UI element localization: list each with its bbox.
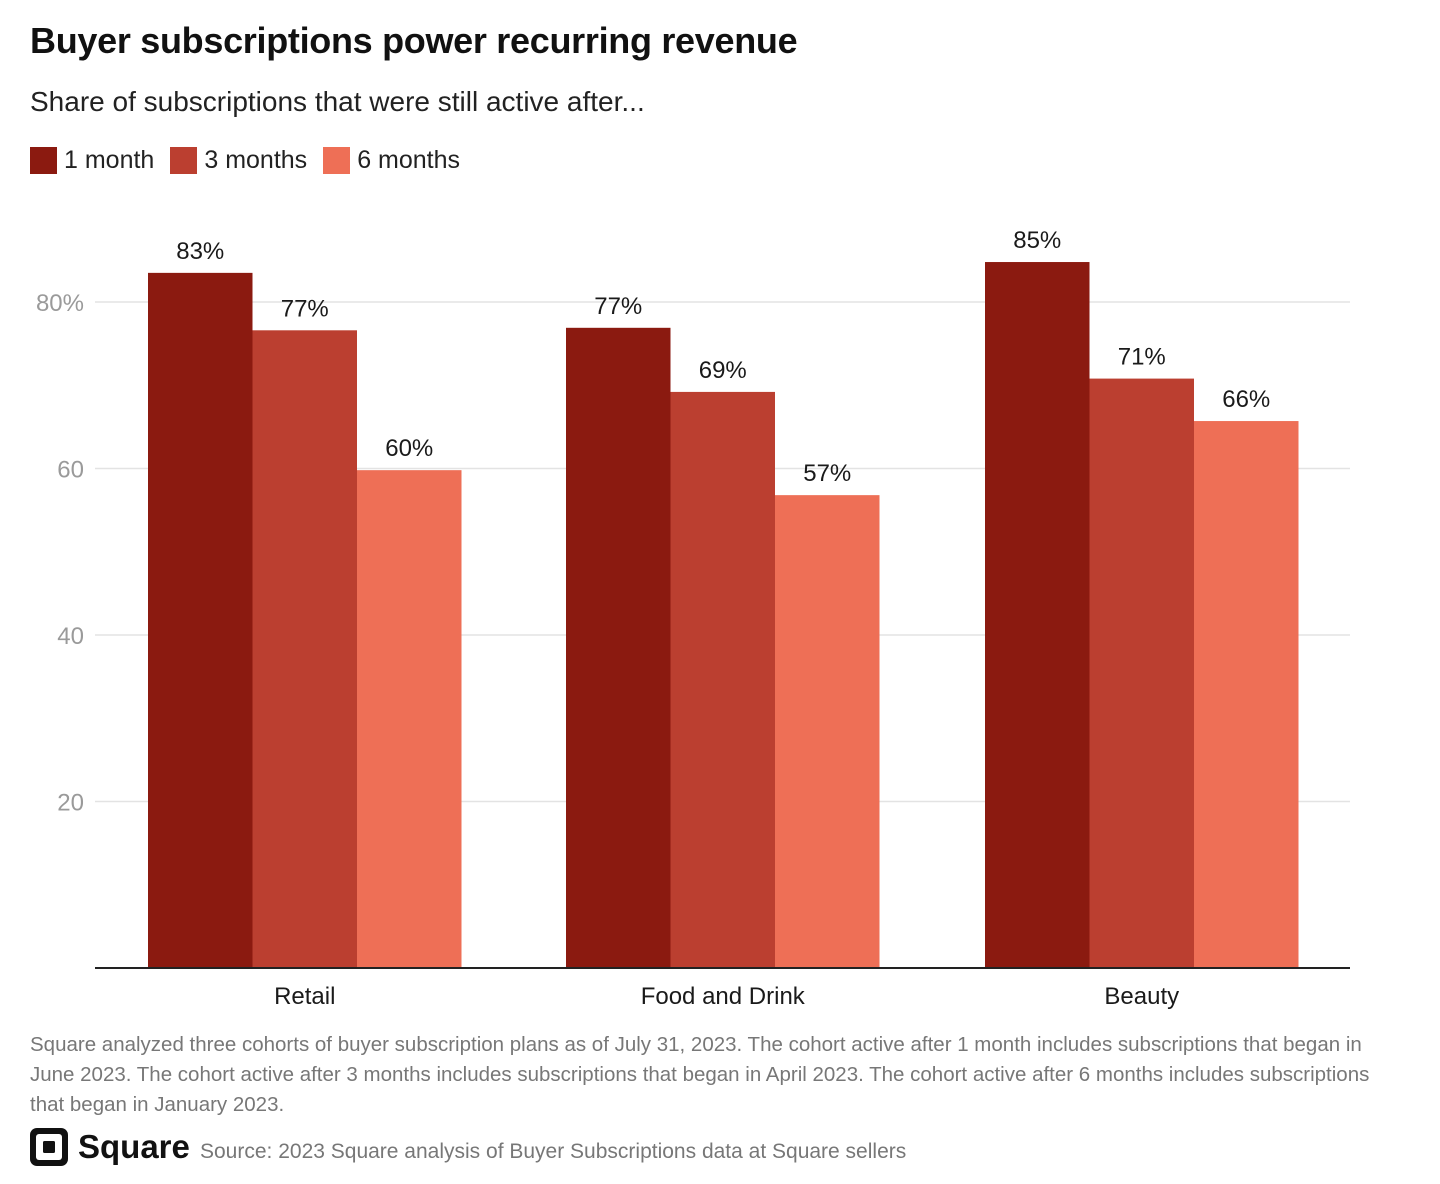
legend-label-3-months: 3 months [204,146,308,174]
data-label-beauty-3-months: 71% [1118,344,1166,371]
source-text: Source: 2023 Square analysis of Buyer Su… [200,1140,907,1163]
bar-chart: 20 40 60 80% 83% 77% 60% Retail 77% 69% 57% Food a… [36,227,1350,1010]
bar-food-and-drink-1-month [566,327,671,968]
data-label-food-and-drink-6-months: 57% [803,460,851,487]
chart-title: Buyer subscriptions power recurring reve… [30,20,798,61]
bar-beauty-1-month [985,262,1090,968]
legend-label-1-month: 1 month [64,146,155,174]
footnote: Square analyzed three cohorts of buyer s… [30,1033,1370,1116]
bar-food-and-drink-3-months [670,391,775,968]
y-tick-label-60: 60 [57,457,84,484]
x-tick-label-food-and-drink: Food and Drink [641,983,806,1010]
x-tick-label-retail: Retail [274,983,335,1010]
data-label-beauty-1-month: 85% [1013,227,1061,254]
brand-wordmark: Square [78,1128,190,1165]
bar-retail-6-months [357,470,462,968]
bar-retail-3-months [252,330,357,968]
bar-beauty-3-months [1089,378,1194,969]
legend-swatch-1-month [30,147,57,174]
y-tick-label-20: 20 [57,790,84,817]
legend-item-1-month: 1 month [30,146,154,175]
legend-label-6-months: 6 months [357,146,461,174]
data-label-food-and-drink-1-month: 77% [594,293,642,320]
data-label-retail-3-months: 77% [281,295,329,322]
legend-swatch-6-months [323,147,351,174]
bar-beauty-6-months [1194,421,1299,968]
legend: 1 month 3 months 6 months [30,146,476,175]
bars-layer [148,262,1299,969]
labels-layer: 83% 77% 60% Retail 77% 69% 57% Food and Drink 85… [95,227,1350,1010]
y-tick-label-80: 80% [36,290,84,317]
x-tick-label-beauty: Beauty [1104,983,1179,1010]
data-label-retail-6-months: 60% [385,435,433,462]
legend-item-6-months: 6 months [323,146,460,175]
chart-subtitle: Share of subscriptions that were still a… [30,86,645,117]
data-label-retail-1-month: 83% [176,238,224,265]
bar-food-and-drink-6-months [775,495,880,968]
y-tick-label-40: 40 [57,623,84,650]
legend-swatch-3-months [170,147,198,174]
brand: Square [30,1128,190,1166]
legend-item-3-months: 3 months [170,146,307,175]
data-label-food-and-drink-3-months: 69% [699,357,747,384]
square-logo-icon [30,1128,68,1166]
data-label-beauty-6-months: 66% [1222,386,1270,413]
bar-retail-1-month [148,272,253,968]
